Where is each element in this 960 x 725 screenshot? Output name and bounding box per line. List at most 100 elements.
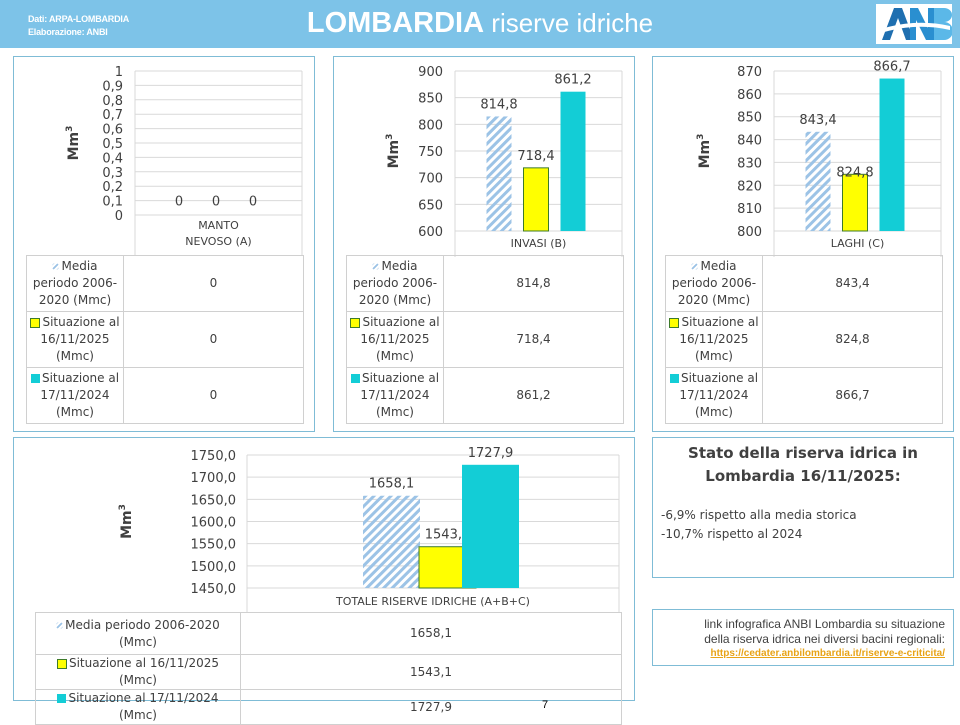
legend-key-icon [350, 374, 360, 383]
y-tick-label: 800 [418, 118, 443, 133]
value-cell: 814,8 [443, 255, 624, 312]
legend-label: (Mmc) [375, 349, 414, 363]
table-row: Situazione al 17/11/2024 (Mmc) 861,2 [346, 367, 624, 424]
data-table-manto-nevoso: Media periodo 2006- 2020 (Mmc) 0 Situazione … [26, 255, 304, 424]
legend-cell: Situazione al 17/11/2024 (Mmc) [35, 689, 241, 725]
data-label: 814,8 [480, 97, 517, 112]
legend-cell: Media periodo 2006-2020 (Mmc) [35, 612, 241, 655]
legend-label: (Mmc) [694, 405, 733, 419]
legend-key-icon [350, 317, 361, 328]
table-row: Media periodo 2006- 2020 (Mmc) 843,4 [665, 255, 943, 312]
page-number: 7 [542, 699, 549, 711]
status-title-line1: Stato della riserva idrica in [688, 444, 918, 462]
value-cell: 1727,9 [240, 689, 622, 725]
bar-situazione-2025 [842, 173, 868, 232]
chart-totale: 1450,0 1500,0 1550,0 1600,0 1650,0 1700,0 1750… [118, 446, 620, 613]
x-category-label: INVASI (B) [511, 237, 567, 250]
chart-invasi: 600 650 700 750 800 850 900 Mm3 INVASI (B) 814,8 7… [385, 65, 623, 257]
y-tick-label: 750 [418, 145, 443, 160]
y-tick-label: 0,8 [102, 94, 123, 109]
legend-label: 16/11/2025 [679, 332, 749, 346]
table-row: Media periodo 2006- 2020 (Mmc) 814,8 [346, 255, 624, 312]
data-source: Dati: ARPA-LOMBARDIA [28, 14, 129, 24]
legend-key-icon [30, 317, 41, 328]
legend-label: Media periodo 2006-2020 [65, 617, 220, 632]
value-cell: 1543,1 [240, 654, 622, 690]
value-cell: 861,2 [443, 367, 624, 424]
legend-label: Situazione al [362, 315, 440, 329]
legend-key-icon [57, 694, 67, 703]
data-label: 0 [175, 195, 183, 210]
legend-key-icon [691, 263, 699, 270]
value-cell: 843,4 [762, 255, 943, 312]
x-category-label: MANTO [198, 219, 239, 232]
legend-label: 2020 (Mmc) [38, 293, 112, 307]
bar-situazione-2024 [560, 91, 586, 231]
legend-label: Situazione al 17/11/2024 (Mmc) [68, 691, 219, 722]
y-tick-label: 0 [115, 209, 123, 224]
y-tick-label: 850 [418, 92, 443, 107]
table-row: Situazione al 17/11/2024 (Mmc) 1727,9 [35, 689, 622, 725]
data-label: 866,7 [873, 60, 910, 75]
legend-cell: Media periodo 2006- 2020 (Mmc) [665, 255, 763, 312]
infographic-link[interactable]: https://cedater.anbilombardia.it/riserve… [710, 648, 945, 659]
legend-label: (Mmc) [694, 349, 733, 363]
legend-key-icon [669, 317, 680, 328]
legend-label: (Mmc) [375, 405, 414, 419]
value-cell: 0 [123, 255, 304, 312]
panel-laghi: 800 810 820 830 840 850 860 870 Mm3 LAGHI (C) 843,… [652, 56, 954, 432]
data-label: 718,4 [517, 149, 554, 164]
legend-label: 16/11/2025 [360, 332, 430, 346]
y-tick-label: 700 [418, 172, 443, 187]
y-tick-label: 1650,0 [191, 493, 237, 508]
y-tick-label: 1600,0 [191, 516, 237, 531]
status-title-line2: Lombardia 16/11/2025: [705, 467, 901, 485]
y-tick-label: 0,2 [102, 180, 123, 195]
legend-label: periodo 2006- [32, 276, 118, 290]
title-region: LOMBARDIA [306, 7, 485, 39]
panel-manto-nevoso: 0 0,1 0,2 0,3 0,4 0,5 0,6 0,7 0,8 0,9 1 Mm3 MANTO NEV… [13, 56, 315, 432]
data-label: 1658,1 [369, 477, 415, 492]
anbi-logo-icon [876, 4, 952, 44]
legend-cell: Situazione al 17/11/2024 (Mmc) [665, 367, 763, 424]
data-label: 861,2 [554, 73, 591, 88]
legend-label: 17/11/2024 [679, 388, 749, 402]
legend-key-icon [56, 621, 64, 629]
table-row: Situazione al 17/11/2024 (Mmc) 0 [26, 367, 304, 424]
y-tick-label: 810 [737, 202, 762, 217]
legend-label: Situazione al 16/11/2025 (Mmc) [68, 656, 220, 687]
panel-invasi: 600 650 700 750 800 850 900 Mm3 INVASI (B) 814,8 7… [333, 56, 635, 432]
value-cell: 0 [123, 367, 304, 424]
y-tick-label: 0,5 [102, 137, 123, 152]
legend-label: periodo 2006- [352, 276, 438, 290]
elaboration-credit: Elaborazione: ANBI [28, 27, 108, 37]
y-tick-label: 870 [737, 65, 762, 80]
status-vs-historical: -6,9% rispetto alla media storica [661, 508, 857, 522]
legend-label: 2020 (Mmc) [358, 293, 432, 307]
data-label: 843,4 [799, 113, 836, 128]
legend-label: (Mmc) [118, 634, 157, 649]
bar-media-2006-2020 [486, 116, 512, 231]
legend-cell: Situazione al 16/11/2025 (Mmc) [26, 311, 124, 368]
data-table-laghi: Media periodo 2006- 2020 (Mmc) 843,4 Situazi… [665, 255, 943, 424]
table-row: Situazione al 16/11/2025 (Mmc) 718,4 [346, 311, 624, 368]
y-tick-label: 900 [418, 65, 443, 80]
legend-cell: Situazione al 16/11/2025 (Mmc) [35, 654, 241, 690]
y-tick-label: 1750,0 [191, 449, 237, 464]
legend-key-icon [30, 374, 40, 383]
bar-situazione-2024 [462, 464, 519, 588]
legend-cell: Situazione al 17/11/2024 (Mmc) [26, 367, 124, 424]
data-label: 824,8 [836, 165, 873, 180]
data-label: 0 [212, 195, 220, 210]
y-tick-label: 0,3 [102, 166, 123, 181]
table-row: Situazione al 16/11/2025 (Mmc) 0 [26, 311, 304, 368]
y-tick-label: 800 [737, 225, 762, 240]
legend-label: Situazione al [680, 371, 759, 385]
legend-label: (Mmc) [55, 405, 94, 419]
y-tick-label: 650 [418, 198, 443, 213]
y-tick-label: 860 [737, 88, 762, 103]
legend-label: Media [61, 259, 98, 273]
y-tick-label: 600 [418, 225, 443, 240]
y-tick-label: 1500,0 [191, 560, 237, 575]
chart-laghi: 800 810 820 830 840 850 860 870 Mm3 LAGHI (C) 843,… [696, 60, 942, 257]
